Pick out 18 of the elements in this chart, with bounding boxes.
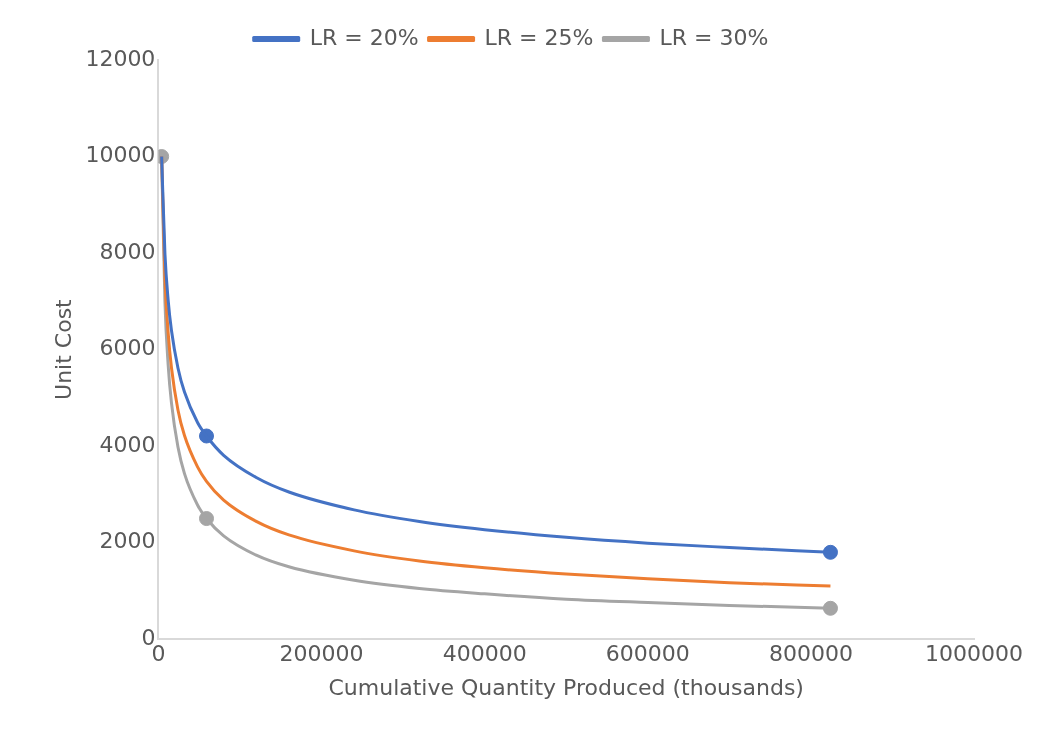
y-axis-title: Unit Cost	[50, 298, 76, 400]
y-tick-label: 6000	[99, 335, 156, 361]
y-tick-label: 8000	[99, 238, 156, 264]
point	[822, 600, 838, 616]
y-tick-label: 4000	[99, 431, 156, 457]
y-tick-label: 10000	[85, 142, 156, 168]
x-axis-title: Cumulative Quantity Produced (thousands)	[328, 674, 804, 700]
x-tick-label: 600000	[605, 641, 690, 667]
y-tick-label: 12000	[85, 45, 156, 71]
x-tick-label: 1000000	[925, 641, 1023, 667]
legend-label: LR = 30%	[659, 24, 769, 50]
legend-label: LR = 25%	[484, 24, 594, 50]
x-tick-label: 400000	[442, 641, 527, 667]
y-tick-label: 2000	[99, 528, 156, 554]
point	[822, 544, 838, 560]
x-tick-label: 200000	[279, 641, 364, 667]
legend-label: LR = 20%	[309, 24, 419, 50]
x-tick-label: 800000	[768, 641, 853, 667]
